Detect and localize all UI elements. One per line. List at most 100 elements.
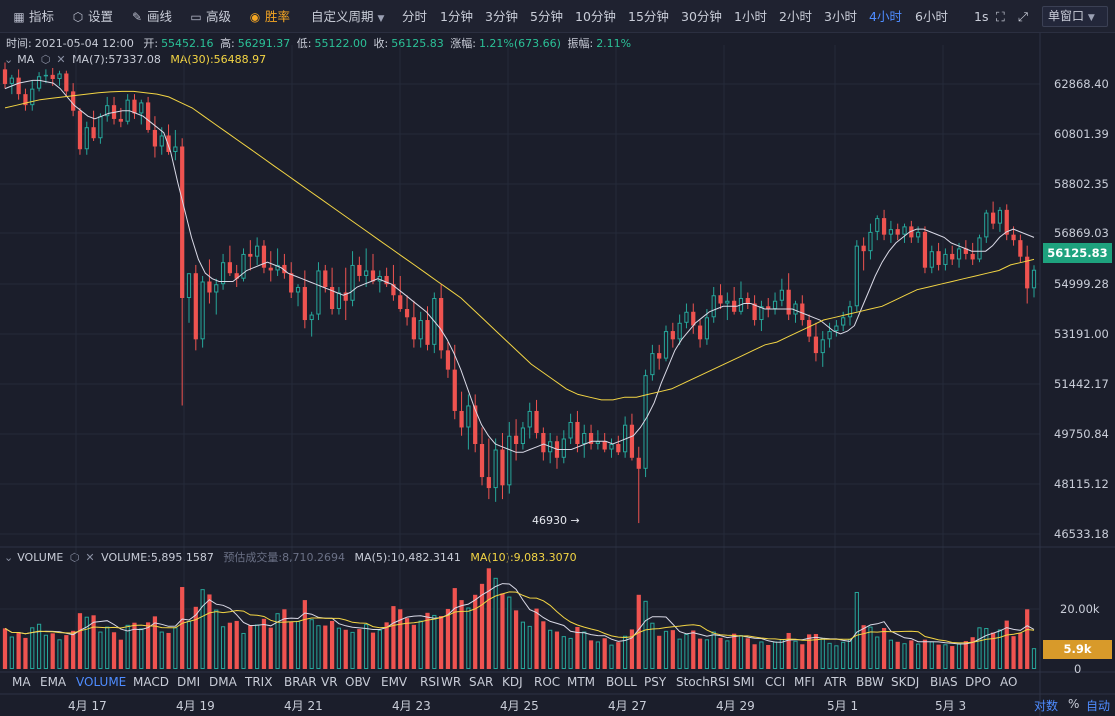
indicator-tab-rsi[interactable]: RSI — [420, 675, 440, 689]
volume-bar — [977, 627, 982, 669]
indicator-tab-atr[interactable]: ATR — [824, 675, 847, 689]
indicator-tab-psy[interactable]: PSY — [644, 675, 667, 689]
candle-body — [493, 449, 498, 489]
gear-icon[interactable]: ⬡ — [40, 53, 51, 66]
period-tab[interactable]: 3分钟 — [485, 9, 518, 24]
candle-body — [766, 306, 771, 310]
current-price-tag: 56125.83 — [1043, 243, 1112, 263]
indicator-tab-mfi[interactable]: MFI — [794, 675, 815, 689]
candle-body — [909, 226, 914, 238]
indicators-button[interactable]: ▦ 指标 — [12, 0, 54, 33]
indicator-tab-kdj[interactable]: KDJ — [502, 675, 523, 689]
gear-icon[interactable]: ⬡ — [69, 551, 80, 564]
ma-legend: ⌄ MA ⬡ ✕ MA(7):57337.08 MA(30):56488.97 — [4, 53, 266, 66]
indicator-tab-smi[interactable]: SMI — [733, 675, 755, 689]
volume-bar — [152, 616, 158, 669]
candle-body — [684, 311, 689, 323]
indicator-tab-macd[interactable]: MACD — [133, 675, 169, 689]
candle-body — [616, 444, 621, 453]
close-icon[interactable]: ✕ — [85, 551, 95, 564]
open-value: 55452.16 — [161, 37, 214, 50]
volume-bar — [588, 640, 594, 669]
volume-bar — [868, 626, 873, 669]
winrate-button[interactable]: ◉ 胜率 — [248, 0, 290, 33]
window-mode-dropdown[interactable]: 单窗口 ▼ — [1042, 6, 1108, 27]
volume-bar — [711, 631, 716, 670]
indicator-tab-dpo[interactable]: DPO — [965, 675, 991, 689]
volume-bar — [398, 609, 403, 669]
volume-bar — [404, 618, 410, 669]
auto-scale-toggle[interactable]: 自动 — [1086, 699, 1111, 713]
indicator-tab-obv[interactable]: OBV — [345, 675, 371, 689]
expand-icon[interactable]: ⤢ — [1018, 9, 1029, 24]
estimated-volume: 预估成交量:8,710.2694 — [223, 551, 346, 564]
period-tab[interactable]: 15分钟 — [628, 9, 669, 24]
indicator-tab-volume[interactable]: VOLUME — [76, 675, 127, 689]
candle-body — [16, 77, 21, 95]
custom-period-dropdown[interactable]: 自定义周期 ▼ — [311, 9, 385, 24]
collapse-icon[interactable]: ⌄ — [4, 551, 14, 564]
volume-bar — [173, 627, 178, 669]
volume-bars — [2, 568, 1037, 670]
percent-scale-toggle[interactable]: % — [1068, 697, 1080, 711]
period-tab[interactable]: 10分钟 — [575, 9, 616, 24]
indicator-tab-boll[interactable]: BOLL — [606, 675, 637, 689]
indicator-tab-bias[interactable]: BIAS — [930, 675, 958, 689]
volume-bar — [268, 627, 273, 669]
volume-bar — [922, 639, 928, 669]
candle-body — [391, 284, 396, 296]
indicator-tab-sar[interactable]: SAR — [469, 675, 494, 689]
indicator-tab-ao[interactable]: AO — [1000, 675, 1018, 689]
period-tab[interactable]: 2小时 — [779, 9, 812, 24]
indicator-tab-cci[interactable]: CCI — [765, 675, 786, 689]
period-tab[interactable]: 30分钟 — [681, 9, 722, 24]
indicator-tab-stochrsi[interactable]: StochRSI — [676, 675, 730, 689]
period-tab[interactable]: 5分钟 — [530, 9, 563, 24]
volume-bar — [479, 583, 485, 669]
period-tab[interactable]: 分时 — [402, 9, 428, 24]
fullscreen-icon[interactable]: ⛶ — [996, 9, 1005, 24]
date-tick: 4月 29 — [716, 699, 755, 713]
volume-bar — [452, 588, 457, 669]
volume-bar — [105, 626, 110, 669]
volume-bar — [568, 637, 573, 670]
interval-button[interactable]: 1s — [974, 9, 989, 24]
date-tick: 4月 21 — [284, 699, 323, 713]
period-tab[interactable]: 3小时 — [824, 9, 857, 24]
indicator-tab-wr[interactable]: WR — [441, 675, 462, 689]
pencil-icon: ✎ — [131, 10, 143, 24]
log-scale-toggle[interactable]: 对数 — [1034, 699, 1059, 713]
volume-bar — [234, 620, 239, 669]
indicator-tab-vr[interactable]: VR — [321, 675, 338, 689]
period-tab-active[interactable]: 4小时 — [869, 9, 902, 24]
indicator-tab-dma[interactable]: DMA — [209, 675, 237, 689]
candle-body — [200, 281, 205, 340]
candle-body — [425, 320, 430, 345]
indicator-tab-mtm[interactable]: MTM — [567, 675, 596, 689]
indicator-tab-ma[interactable]: MA — [12, 675, 31, 689]
candle-body — [561, 438, 566, 458]
settings-button[interactable]: ⬡ 设置 — [71, 0, 113, 33]
close-icon[interactable]: ✕ — [56, 53, 66, 66]
indicator-tab-skdj[interactable]: SKDJ — [891, 675, 920, 689]
indicator-tab-dmi[interactable]: DMI — [177, 675, 201, 689]
candle-body — [145, 102, 151, 130]
volume-bar — [418, 620, 423, 669]
indicator-tab-emv[interactable]: EMV — [381, 675, 408, 689]
candle-body — [807, 320, 812, 337]
indicator-tab-roc[interactable]: ROC — [534, 675, 561, 689]
volume-bar — [84, 616, 89, 669]
period-tab[interactable]: 6小时 — [915, 9, 948, 24]
volume-bar — [738, 635, 744, 670]
indicator-tab-brar[interactable]: BRAR — [284, 675, 317, 689]
volume-bar — [50, 633, 55, 669]
period-tab[interactable]: 1分钟 — [440, 9, 473, 24]
advanced-button[interactable]: ▭ 高级 — [189, 0, 231, 33]
period-tab[interactable]: 1小时 — [734, 9, 767, 24]
indicator-tab-ema[interactable]: EMA — [40, 675, 67, 689]
collapse-icon[interactable]: ⌄ — [4, 53, 14, 66]
draw-button[interactable]: ✎ 画线 — [130, 0, 172, 33]
indicator-tab-bbw[interactable]: BBW — [856, 675, 884, 689]
indicator-tab-trix[interactable]: TRIX — [245, 675, 273, 689]
